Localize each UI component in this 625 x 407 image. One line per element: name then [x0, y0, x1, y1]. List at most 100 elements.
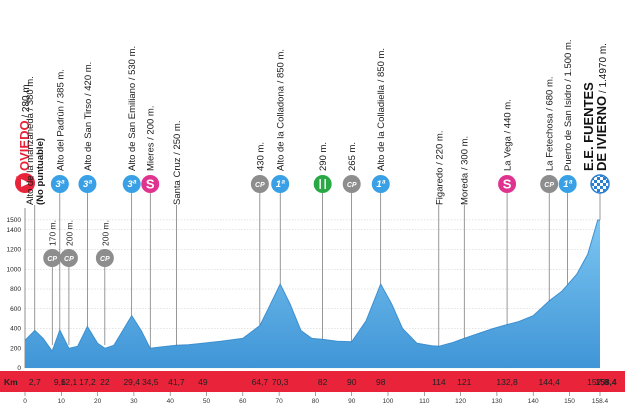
finish-name-line2-main: DE IVIERNO: [594, 96, 609, 171]
km-bar: Km 2,7 9,612,1 17,2 22 29,4 34,5 41,7 49 64,7 70,3…: [0, 371, 625, 392]
badge-label: CP: [47, 256, 57, 263]
waypoint-label: Alto de la Colladona / 850 m.: [276, 49, 287, 171]
km-marker: 98: [376, 377, 386, 387]
x-tick-label: 70: [275, 398, 283, 405]
badge-label: CP: [100, 256, 110, 263]
km-marker: 158,4: [595, 377, 617, 387]
finish-flag-icon: [590, 174, 610, 194]
y-axis: 0 200 400 600 800 1000 1200 1400 1500: [7, 208, 26, 372]
y-tick-label: 200: [10, 345, 21, 352]
badge-label: 1ª: [276, 179, 285, 190]
km-marker: 34,5: [142, 377, 159, 387]
x-tick-label: 30: [130, 398, 138, 405]
waypoint-label: La Vega / 440 m.: [503, 99, 514, 171]
waypoint-name: Puerto de San Isidro / 1.500 m.: [563, 40, 574, 172]
waypoint-name: Alto del Padrún / 385 m.: [55, 69, 66, 171]
waypoint-label: Alto de la Colladiella / 850 m.: [376, 48, 387, 171]
badge-label: 3ª: [55, 179, 64, 190]
waypoint-name: La Vega / 440 m.: [503, 99, 514, 171]
badge-circle: [558, 175, 577, 193]
x-tick-label: 10: [58, 398, 66, 405]
km-marker: 12,1: [61, 377, 78, 387]
badge-circle: [342, 175, 361, 193]
badge-3a: 3ª: [78, 175, 97, 193]
waypoint-name: Alto de San Emiliano / 530 m.: [127, 46, 138, 171]
lower-checkpoint-label: 200 m.: [64, 220, 74, 246]
km-marker: 157,8: [587, 377, 609, 387]
waypoint-label: Mieres / 200 m.: [146, 106, 157, 171]
profile-line: [24, 219, 601, 353]
badge-label: CP: [64, 256, 74, 263]
km-marker: 49: [198, 377, 208, 387]
badge-circle: [498, 175, 517, 193]
waypoint-label: Santa Cruz / 250 m.: [172, 121, 183, 205]
badge-circle: [540, 175, 559, 193]
start-city-label: OVIEDO / 280 m.: [17, 82, 32, 171]
x-tick-label: 140: [528, 398, 539, 405]
lower-checkpoint-label: 170 m.: [48, 220, 58, 246]
x-tick-label: 0: [23, 398, 27, 405]
waypoint-name: Alto de la Colladiella / 850 m.: [376, 48, 387, 171]
km-bar-background: [0, 371, 625, 392]
badge-label: CP: [544, 182, 554, 189]
waypoint-droplines: [34, 193, 601, 349]
badge-cp: CP: [43, 249, 62, 267]
x-tick-label: 130: [491, 398, 502, 405]
x-tick-label: 60: [239, 398, 247, 405]
km-marker: 29,4: [123, 377, 140, 387]
badge-3a: 3ª: [122, 175, 141, 193]
badge-label: 3ª: [127, 179, 136, 190]
badge-feed: [313, 175, 332, 193]
km-marker: 41,7: [168, 377, 185, 387]
finish-name-line2: DE IVIERNO / 1.4970 m.: [594, 43, 609, 171]
x-tick-label: 150: [564, 398, 575, 405]
waypoint-name: Santa Cruz / 250 m.: [172, 121, 183, 205]
start-arrow-icon: [21, 179, 30, 187]
badge-circle: [95, 249, 114, 267]
waypoint-name: 430 m.: [255, 142, 266, 171]
waypoint-label: Moreda / 300 m.: [460, 136, 471, 205]
y-tick-label: 600: [10, 306, 21, 313]
km-marker: 82: [318, 377, 328, 387]
start-city-alt: / 280 m.: [21, 82, 32, 121]
badge-circle: [141, 175, 160, 193]
x-tick-label: 110: [419, 398, 430, 405]
km-marker: 121: [457, 377, 471, 387]
start-city-name: OVIEDO: [17, 120, 32, 171]
waypoint-name: La Fetechosa / 680 m.: [545, 76, 556, 171]
x-tick-label: 158.4: [592, 398, 609, 405]
waypoint-label: 265 m.: [347, 142, 358, 171]
x-tick-label: 20: [94, 398, 102, 405]
km-marker: 64,7: [252, 377, 269, 387]
waypoint-label: 430 m.: [255, 142, 266, 171]
y-tick-label: 1400: [7, 227, 22, 234]
km-marker: 17,2: [79, 377, 96, 387]
badge-start: [14, 173, 36, 196]
badge-sprint: S: [141, 175, 160, 193]
feed-zone-icon: [313, 175, 332, 193]
finish-name-line1: E.E. FUENTES: [581, 82, 596, 171]
waypoint-label: La Fetechosa / 680 m.: [545, 76, 556, 171]
km-marker: 90: [347, 377, 357, 387]
km-marker: 144,4: [539, 377, 561, 387]
waypoint-name: 290 m.: [318, 142, 329, 171]
badge-circle: [78, 175, 97, 193]
waypoint-name: Alto de la Colladona / 850 m.: [276, 49, 287, 171]
y-tick-label: 800: [10, 286, 21, 293]
km-marker: 9,6: [54, 377, 66, 387]
badge-3a: 3ª: [50, 175, 69, 193]
waypoint-badges: 3ª 3ª 3ª S CP 1ª CP 1ª S CP 1ª: [14, 173, 610, 196]
badge-1a: 1ª: [271, 175, 290, 193]
badge-circle: [122, 175, 141, 193]
y-tick-label: 1000: [7, 266, 22, 273]
x-tick-label: 120: [455, 398, 466, 405]
badge-label: S: [146, 177, 155, 192]
x-tick-label: 80: [312, 398, 320, 405]
waypoint-label: Alto de San Tirso / 420 m.: [83, 62, 94, 171]
waypoint-label: Puerto de San Isidro / 1.500 m.: [563, 40, 574, 172]
finish-alt: / 1.4970 m.: [598, 43, 609, 96]
waypoint-note: (No puntuable): [35, 138, 46, 205]
km-marker: 22: [100, 377, 110, 387]
waypoint-name: Moreda / 300 m.: [460, 136, 471, 205]
badge-circle: [59, 249, 78, 267]
